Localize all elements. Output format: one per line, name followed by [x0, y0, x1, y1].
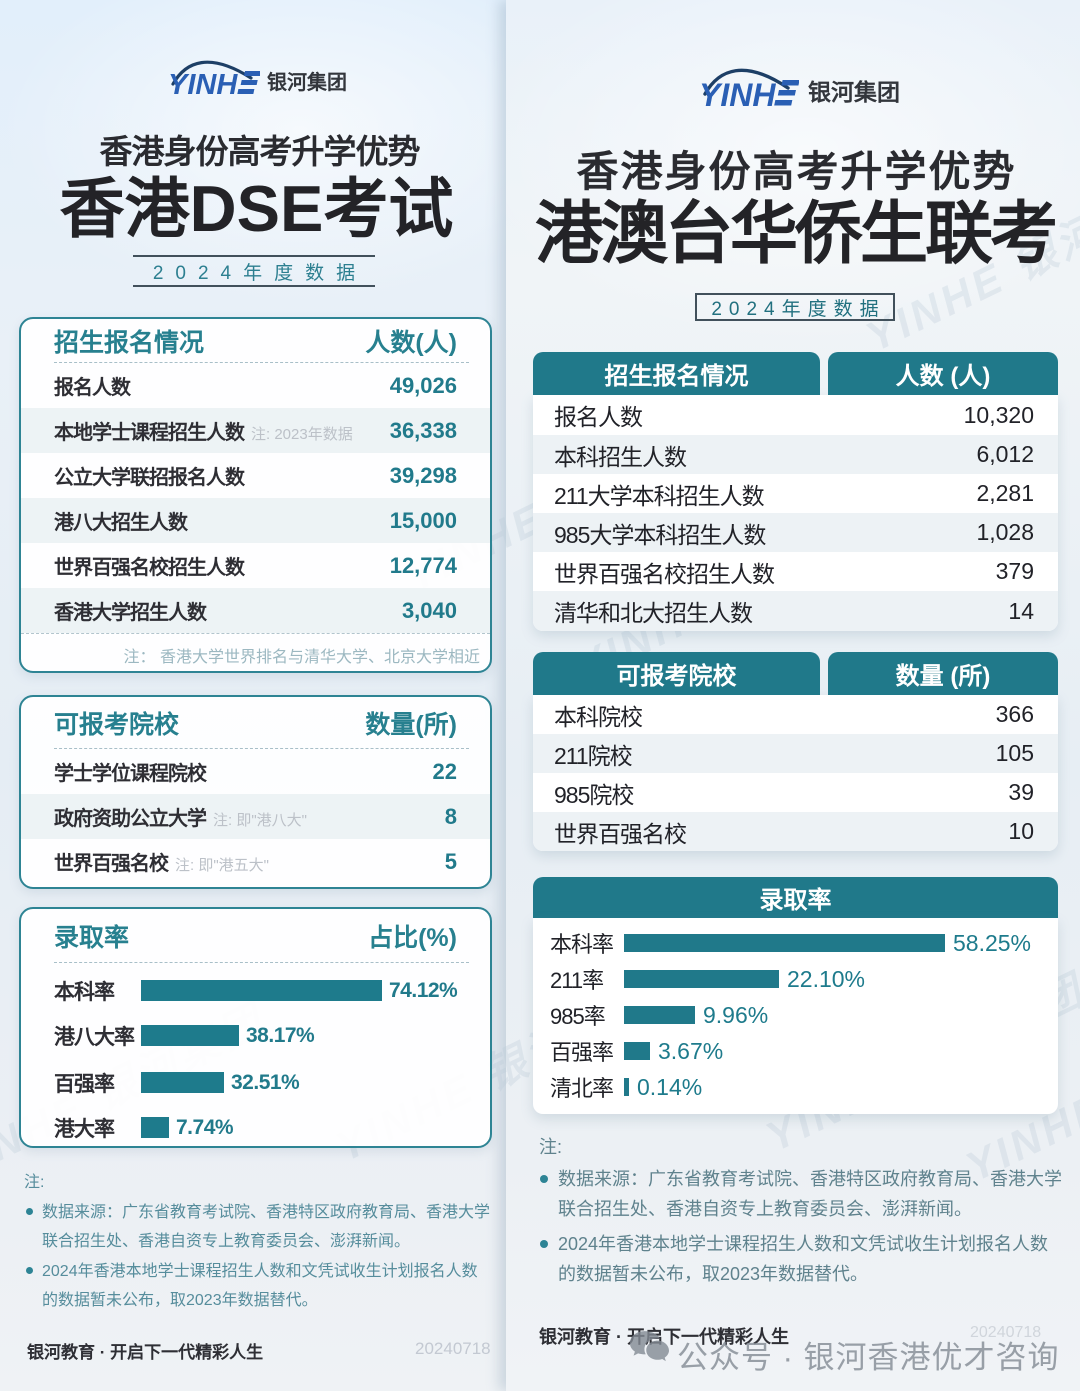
svg-text:YINH: YINH — [699, 77, 776, 107]
svg-text:YINH: YINH — [168, 69, 238, 95]
